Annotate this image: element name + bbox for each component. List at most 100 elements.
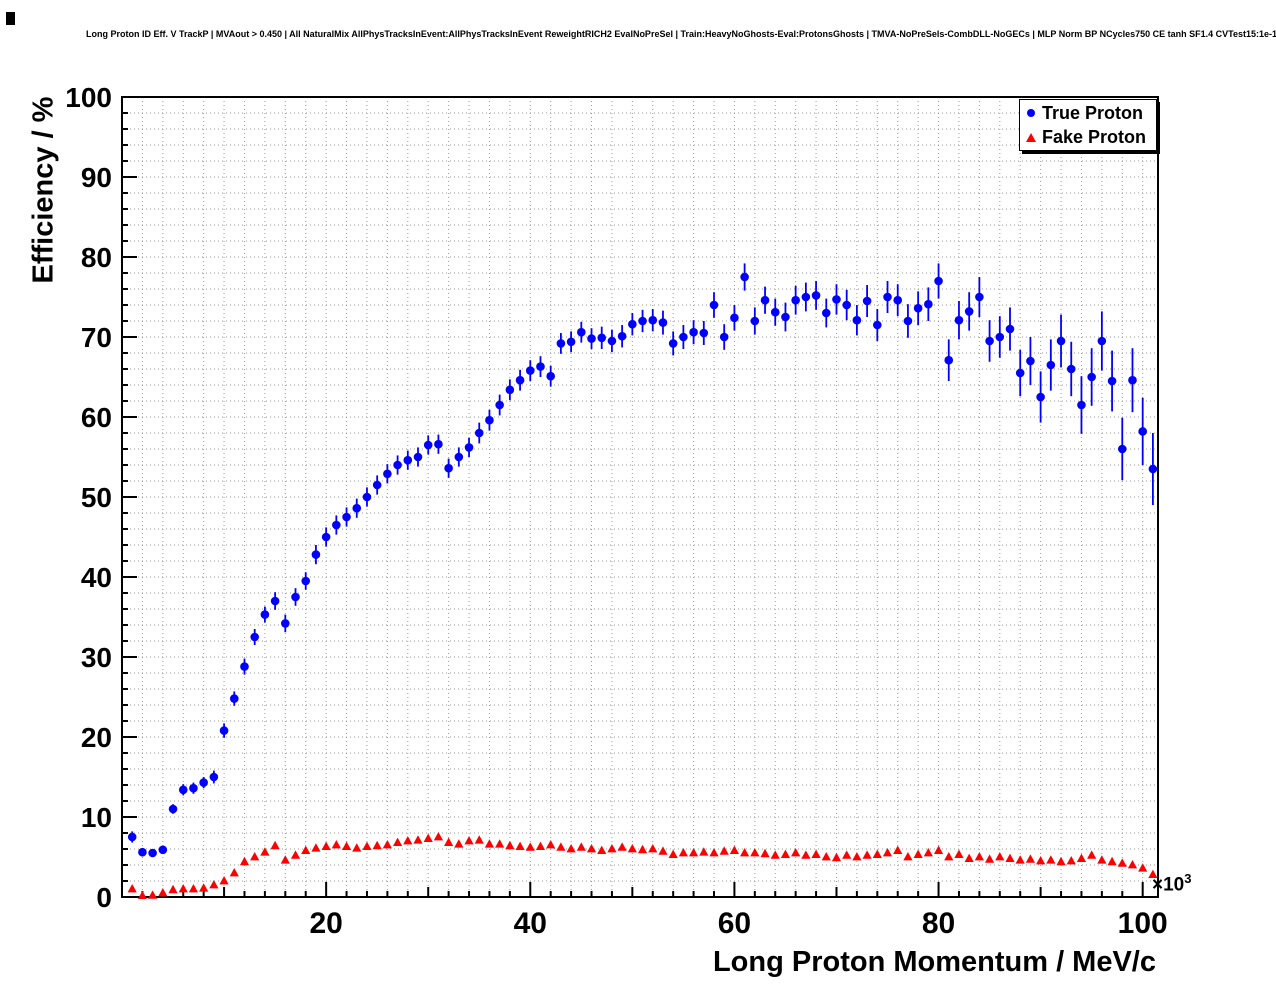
data-point: [536, 362, 545, 371]
data-point: [168, 884, 178, 894]
data-point: [821, 852, 831, 861]
data-point: [168, 804, 178, 814]
legend-label-true-proton: True Proton: [1042, 102, 1144, 123]
svg-text:60: 60: [718, 907, 751, 940]
data-point: [964, 307, 974, 316]
data-point: [974, 852, 984, 861]
data-point: [464, 836, 474, 845]
data-point: [546, 840, 556, 849]
fake-proton-marker-icon: [1026, 133, 1036, 142]
data-point: [341, 841, 352, 850]
svg-text:10: 10: [81, 802, 112, 833]
data-point: [423, 833, 433, 842]
data-point: [577, 327, 586, 337]
data-point: [923, 848, 933, 857]
data-point: [556, 339, 566, 348]
data-point: [403, 836, 413, 845]
data-point: [821, 308, 831, 318]
data-point: [913, 849, 923, 858]
data-point: [362, 492, 372, 502]
data-point: [566, 337, 576, 347]
svg-text:40: 40: [514, 907, 547, 940]
legend: True Proton Fake Proton: [1019, 99, 1157, 151]
data-point: [1117, 444, 1127, 454]
data-point: [178, 785, 188, 795]
data-point: [505, 385, 515, 395]
data-point: [1077, 400, 1086, 410]
data-point: [628, 319, 637, 329]
data-point: [587, 334, 596, 343]
data-point: [321, 532, 331, 542]
data-point: [158, 888, 168, 897]
svg-text:90: 90: [81, 162, 112, 193]
data-point: [678, 848, 688, 857]
true-proton-marker-icon: [1027, 109, 1035, 117]
data-point: [1015, 368, 1025, 378]
data-point: [219, 876, 229, 885]
data-point: [740, 272, 749, 282]
data-point: [413, 835, 423, 844]
data-point: [576, 842, 586, 851]
svg-text:20: 20: [309, 907, 342, 940]
data-point: [617, 842, 627, 851]
data-point: [791, 848, 801, 857]
data-point: [852, 315, 862, 325]
data-point: [984, 854, 995, 863]
data-point: [740, 848, 750, 857]
data-point: [719, 332, 729, 342]
data-point: [954, 849, 964, 858]
data-point: [852, 852, 862, 861]
data-point: [138, 847, 147, 857]
data-point: [679, 332, 688, 342]
data-point: [515, 375, 525, 385]
data-point: [668, 339, 678, 348]
data-point: [699, 328, 709, 338]
data-point: [372, 840, 382, 850]
data-point: [546, 371, 555, 381]
data-point: [423, 440, 433, 450]
data-point: [270, 840, 280, 850]
series-true-proton: [127, 263, 1158, 858]
data-point: [525, 842, 535, 851]
data-point: [484, 839, 495, 848]
data-point: [485, 415, 494, 425]
data-point: [1066, 856, 1076, 865]
data-point: [556, 842, 566, 851]
data-point: [638, 316, 647, 326]
data-point: [975, 292, 984, 302]
data-point: [903, 852, 913, 861]
svg-text:50: 50: [81, 482, 112, 513]
data-point: [862, 296, 872, 306]
data-point: [474, 835, 484, 844]
data-point: [985, 336, 994, 346]
data-point: [709, 300, 719, 310]
data-point: [1026, 356, 1035, 366]
data-point: [1087, 850, 1097, 859]
data-point: [1005, 853, 1015, 862]
data-point: [944, 355, 954, 365]
data-point: [699, 847, 709, 856]
data-point: [872, 849, 882, 858]
data-point: [352, 843, 362, 852]
data-point: [229, 694, 239, 703]
data-point: [1138, 427, 1147, 436]
data-point: [832, 295, 841, 304]
data-point: [301, 576, 311, 586]
data-point: [505, 840, 515, 850]
data-point: [597, 333, 607, 343]
data-point: [597, 845, 607, 854]
data-point: [209, 880, 219, 889]
data-point: [474, 428, 484, 438]
data-point: [1127, 860, 1138, 869]
data-point: [566, 844, 576, 853]
data-point: [464, 443, 474, 452]
data-point: [525, 366, 535, 375]
data-point: [382, 840, 392, 849]
data-point: [291, 592, 300, 602]
data-point: [607, 336, 617, 346]
data-point: [893, 295, 903, 305]
data-point: [413, 452, 423, 462]
svg-text:70: 70: [81, 322, 112, 353]
data-point: [229, 868, 239, 877]
axis-tick-labels: 20 40 60 80 100 0 10 20 30 40 50 60 70 80 90 100: [65, 82, 1167, 940]
